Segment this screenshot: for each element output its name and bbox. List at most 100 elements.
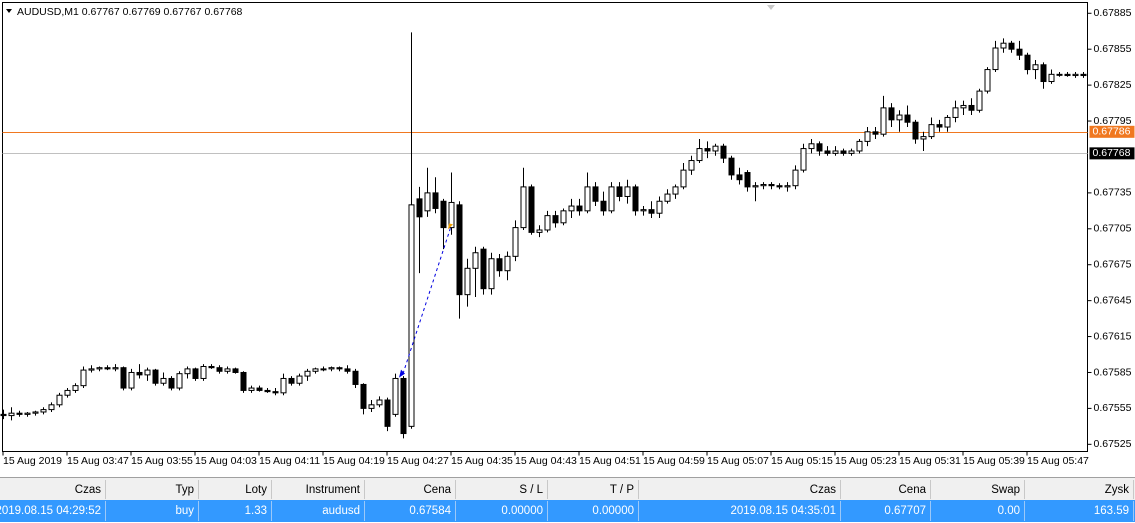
candle-body bbox=[376, 399, 383, 406]
candle-body bbox=[528, 186, 535, 233]
y-tick-label: 0.67615 bbox=[1094, 330, 1132, 342]
candle-body bbox=[16, 412, 23, 415]
candle-body bbox=[368, 404, 375, 409]
candle-body bbox=[920, 136, 927, 140]
column-header: Cena bbox=[424, 484, 452, 496]
candle-body bbox=[720, 145, 727, 159]
candle-body bbox=[1032, 64, 1039, 71]
table-cell: 1.33 bbox=[245, 505, 267, 517]
candle-body bbox=[320, 368, 327, 371]
candle-body bbox=[536, 229, 543, 233]
candle-body bbox=[448, 201, 455, 229]
x-tick-label: 15 Aug 05:39 bbox=[963, 455, 1025, 467]
candle-body bbox=[360, 383, 367, 409]
candle-body bbox=[208, 365, 215, 369]
candle-body bbox=[216, 367, 223, 372]
candle-body bbox=[488, 258, 495, 290]
candle-body bbox=[416, 198, 423, 218]
candle-body bbox=[496, 258, 503, 272]
candle-body bbox=[248, 387, 255, 391]
y-tick-label: 0.67705 bbox=[1094, 223, 1132, 235]
candle-body bbox=[104, 367, 111, 370]
candle-body bbox=[848, 150, 855, 154]
price-box-label: 0.67786 bbox=[1093, 126, 1131, 138]
column-header: Swap bbox=[991, 484, 1020, 496]
x-tick-label: 15 Aug 03:47 bbox=[67, 455, 129, 467]
chart-header: AUDUSD,M1 0.67767 0.67769 0.67767 0.6776… bbox=[17, 6, 243, 18]
candle-body bbox=[112, 367, 119, 370]
close-arrow bbox=[448, 223, 453, 230]
candle-body bbox=[64, 389, 71, 396]
candle-body bbox=[256, 387, 263, 391]
candle-body bbox=[24, 412, 31, 415]
candle-body bbox=[504, 255, 511, 272]
candle-body bbox=[1072, 73, 1079, 77]
column-header: Cena bbox=[899, 484, 927, 496]
candle-body bbox=[1040, 64, 1047, 83]
candle-body bbox=[1008, 42, 1015, 50]
candle-body bbox=[832, 150, 839, 154]
candle-body bbox=[688, 160, 695, 171]
chart-frame bbox=[2, 2, 1088, 452]
candle-body bbox=[648, 209, 655, 214]
x-tick-label: 15 Aug 05:31 bbox=[899, 455, 961, 467]
table-row-bg bbox=[0, 500, 1135, 522]
x-tick-label: 15 Aug 04:27 bbox=[387, 455, 449, 467]
candle-body bbox=[776, 185, 783, 188]
x-tick-label: 15 Aug 03:55 bbox=[131, 455, 193, 467]
candle-body bbox=[1016, 48, 1023, 56]
candle-body bbox=[168, 377, 175, 389]
table-header-bg bbox=[0, 478, 1135, 500]
candle-body bbox=[824, 150, 831, 154]
y-tick-label: 0.67735 bbox=[1094, 187, 1132, 199]
candle-body bbox=[664, 193, 671, 202]
table-cell: 0.00000 bbox=[501, 505, 543, 517]
candle-body bbox=[48, 404, 55, 411]
candle-body bbox=[80, 369, 87, 387]
table-cell: 0.67584 bbox=[409, 505, 451, 517]
candle-body bbox=[912, 121, 919, 140]
chart-background bbox=[0, 0, 1135, 475]
candle-body bbox=[968, 104, 975, 111]
candle-body bbox=[480, 248, 487, 290]
candle-body bbox=[712, 145, 719, 152]
candle-body bbox=[280, 377, 287, 394]
table-cell: 2019.08.15 04:35:01 bbox=[730, 505, 836, 517]
candle-body bbox=[192, 368, 199, 379]
column-header: Typ bbox=[175, 484, 194, 496]
candle-body bbox=[544, 215, 551, 231]
candle-body bbox=[640, 209, 647, 212]
candle-body bbox=[120, 367, 127, 389]
candle-body bbox=[328, 367, 335, 370]
candle-body bbox=[520, 186, 527, 229]
candle-body bbox=[288, 377, 295, 384]
candle-body bbox=[1048, 73, 1055, 83]
candle-body bbox=[232, 368, 239, 373]
candle-body bbox=[240, 371, 247, 391]
scroll-marker bbox=[767, 5, 775, 10]
table-cell: buy bbox=[175, 505, 194, 517]
candle-body bbox=[672, 186, 679, 195]
x-tick-label: 15 Aug 05:15 bbox=[771, 455, 833, 467]
candle-body bbox=[840, 150, 847, 154]
candle-body bbox=[904, 114, 911, 123]
candle-body bbox=[760, 183, 767, 187]
candle-body bbox=[1000, 42, 1007, 49]
candle-body bbox=[296, 375, 303, 384]
candle-body bbox=[728, 157, 735, 176]
candle-body bbox=[632, 186, 639, 212]
candle-body bbox=[8, 412, 15, 417]
candle-body bbox=[1080, 73, 1087, 77]
x-tick-label: 15 Aug 05:23 bbox=[835, 455, 897, 467]
y-tick-label: 0.67525 bbox=[1094, 438, 1132, 450]
candle-body bbox=[936, 124, 943, 128]
candle-body bbox=[312, 368, 319, 372]
x-tick-label: 15 Aug 04:19 bbox=[323, 455, 385, 467]
candle-body bbox=[680, 169, 687, 188]
symbol-menu-arrow bbox=[6, 9, 12, 13]
x-tick-label: 15 Aug 04:43 bbox=[515, 455, 577, 467]
candle-body bbox=[432, 192, 439, 209]
candle-body bbox=[864, 131, 871, 142]
y-tick-label: 0.67645 bbox=[1094, 294, 1132, 306]
y-tick-label: 0.67855 bbox=[1094, 43, 1132, 55]
